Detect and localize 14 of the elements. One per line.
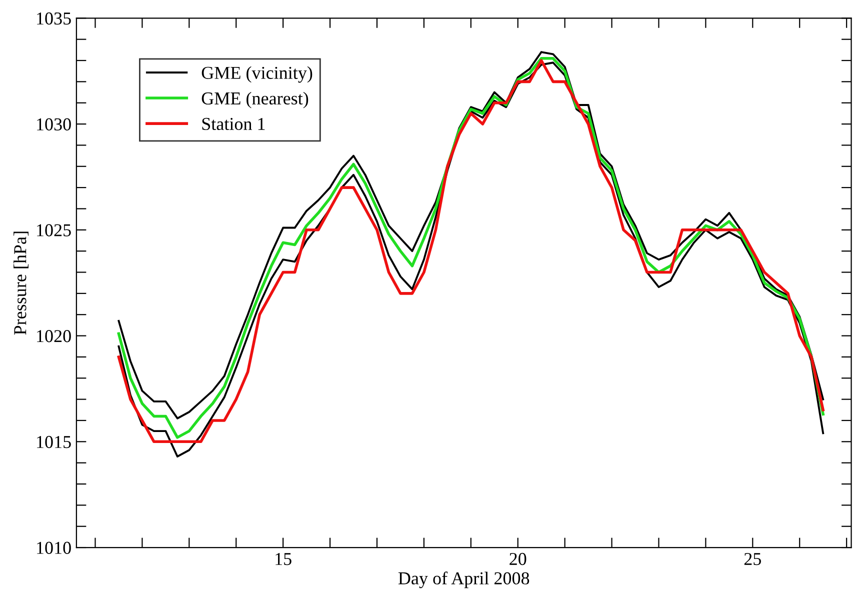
x-axis-title: Day of April 2008 xyxy=(398,572,530,588)
x-tick-label: 25 xyxy=(744,552,761,566)
x-tick-label: 15 xyxy=(276,552,292,566)
y-tick-label: 1025 xyxy=(37,224,71,236)
x-tick-label: 20 xyxy=(510,552,526,566)
y-tick-label: 1035 xyxy=(37,12,71,25)
y-tick-label: 1020 xyxy=(37,330,71,342)
y-tick-label: 1030 xyxy=(37,118,71,130)
y-tick-label: 1010 xyxy=(37,542,71,554)
legend-label: GME (vicinity) xyxy=(202,66,312,83)
legend-label: Station 1 xyxy=(202,118,265,130)
y-axis-title: Pressure [hPa] xyxy=(14,232,28,335)
legend-label: GME (nearest) xyxy=(202,92,308,108)
y-tick-label: 1015 xyxy=(37,436,71,448)
